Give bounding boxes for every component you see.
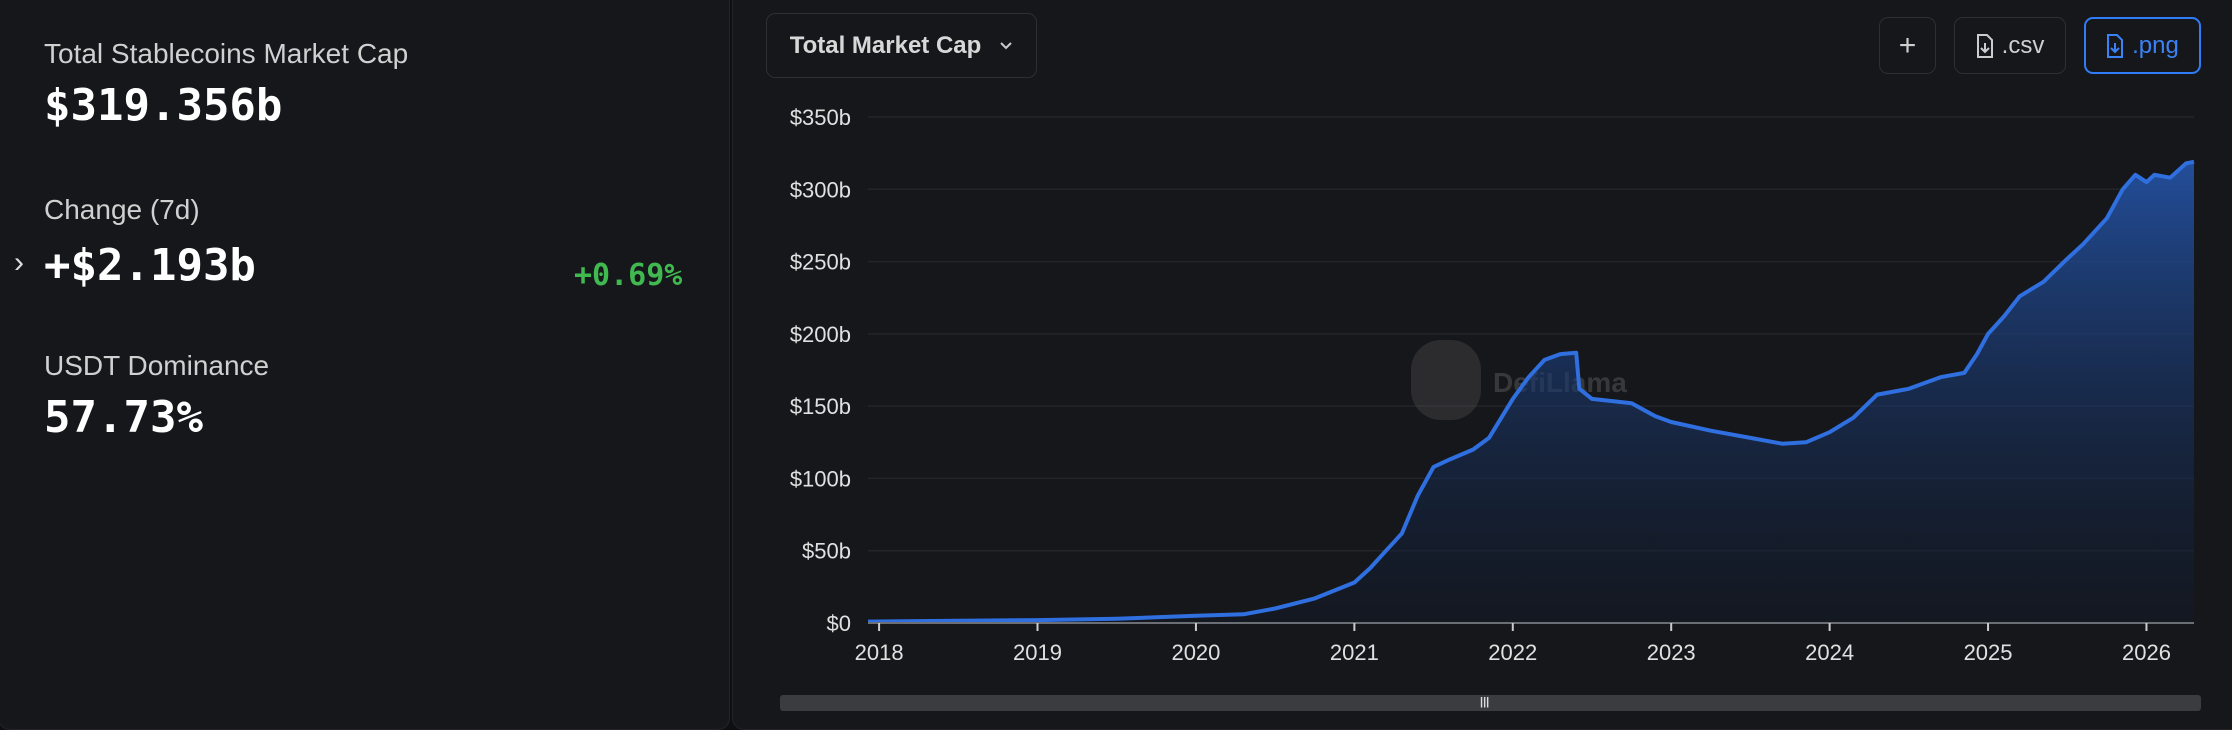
x-tick-label: 2024 [1805,640,1854,665]
chart-range-scrollbar[interactable]: ||| [780,695,2201,711]
change-7d-percent: +0.69% [574,258,683,293]
png-label: .png [2132,31,2179,59]
dropdown-label: Total Market Cap [789,31,982,59]
chart-type-dropdown[interactable]: Total Market Cap [766,13,1037,78]
file-download-icon [1976,33,1993,58]
x-tick-label: 2022 [1488,640,1537,665]
download-csv-button[interactable]: .csv [1954,17,2066,74]
y-tick-label: $250b [790,250,851,275]
y-tick-label: $100b [790,466,851,491]
y-tick-label: $350b [790,105,851,130]
file-download-icon [2107,33,2124,58]
x-tick-label: 2019 [1013,640,1062,665]
usdt-dominance-value: 57.73% [44,392,203,443]
chevron-right-icon[interactable]: › [14,246,24,279]
add-button[interactable]: + [1879,17,1936,74]
csv-label: .csv [2001,31,2045,59]
download-png-button[interactable]: .png [2084,17,2201,74]
x-tick-label: 2018 [855,640,904,665]
market-cap-area [868,161,2194,624]
x-tick-label: 2026 [2122,640,2171,665]
y-tick-label: $150b [790,394,851,419]
total-market-cap-value: $319.356b [44,80,283,131]
x-tick-label: 2023 [1647,640,1696,665]
change-7d-label: Change (7d) [44,194,200,225]
change-7d-value: +$2.193b [44,240,256,291]
usdt-dominance-label: USDT Dominance [44,350,270,381]
drag-handle-icon[interactable]: ||| [1480,696,1490,708]
y-tick-label: $50b [802,539,851,564]
y-tick-label: $0 [827,611,851,636]
x-tick-label: 2021 [1330,640,1379,665]
x-tick-label: 2020 [1171,640,1220,665]
plus-icon: + [1898,28,1917,62]
total-market-cap-label: Total Stablecoins Market Cap [44,38,409,69]
stats-panel [0,0,730,730]
x-tick-label: 2025 [1964,640,2013,665]
y-tick-label: $300b [790,177,851,202]
chevron-down-icon [1000,41,1013,49]
market-cap-line [867,159,2195,624]
y-tick-label: $200b [790,322,851,347]
